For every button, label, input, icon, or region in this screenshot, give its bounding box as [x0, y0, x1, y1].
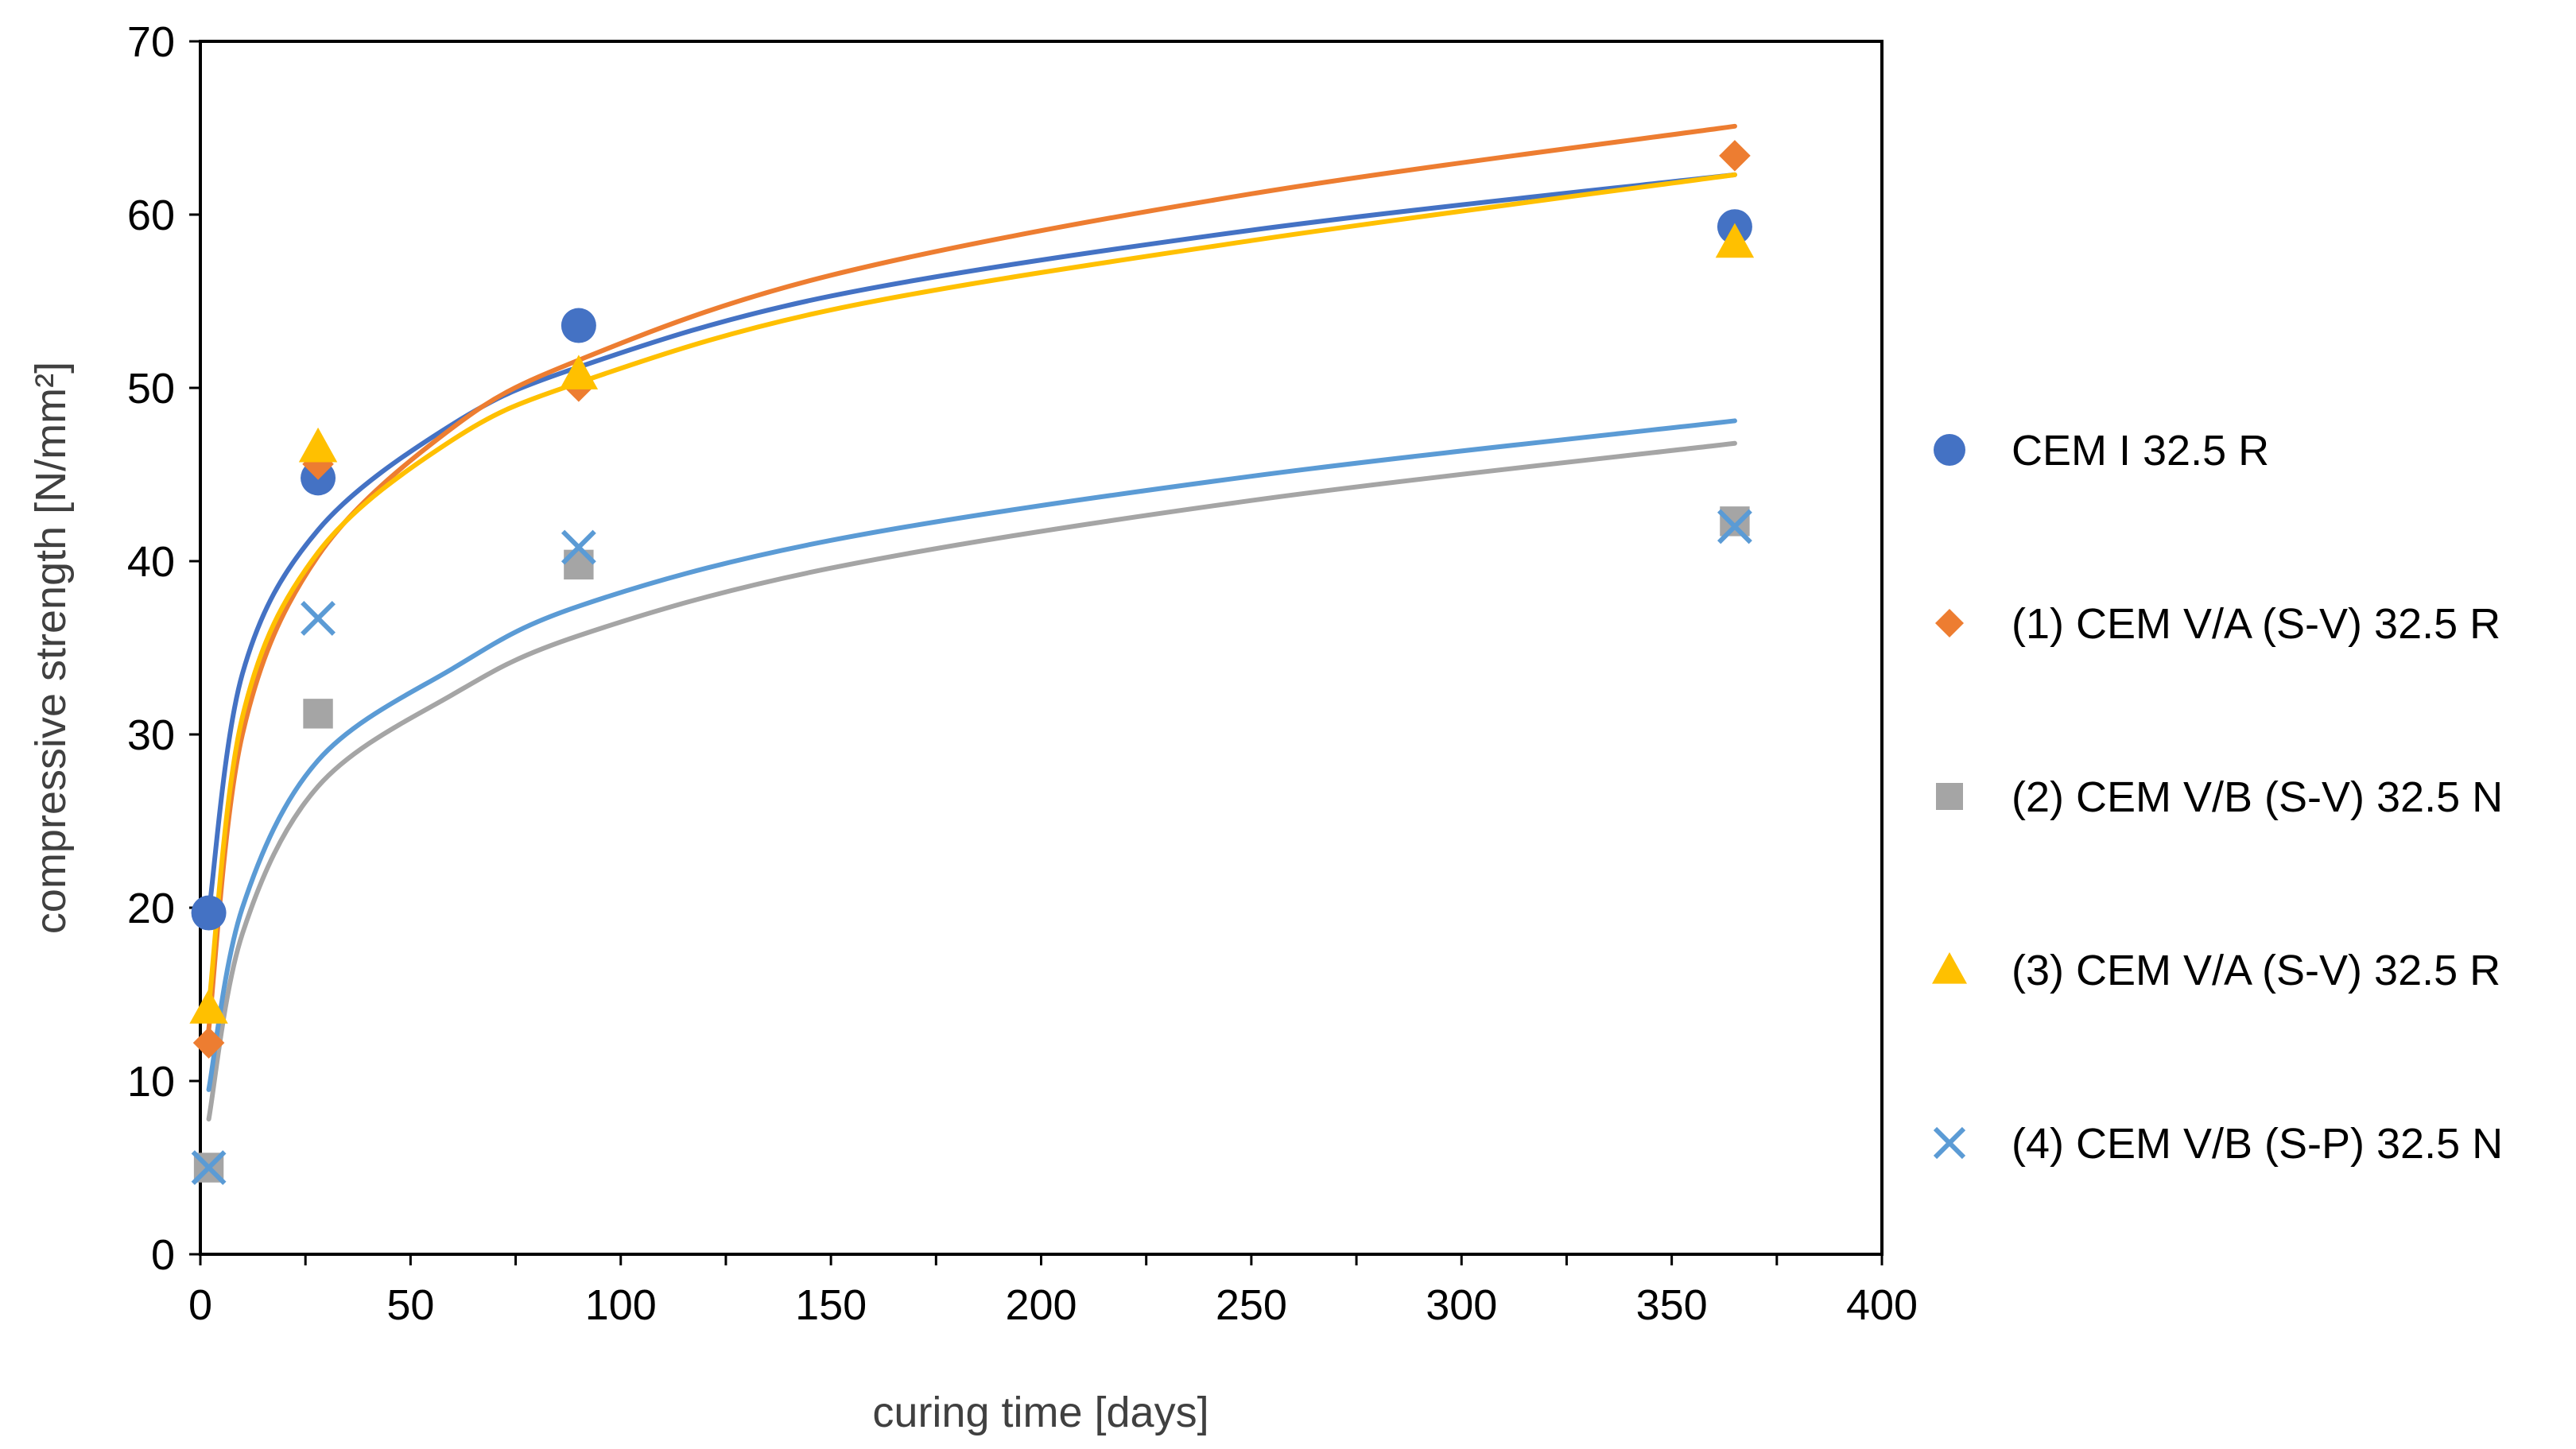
x-tick-label: 0	[188, 1281, 212, 1329]
y-axis-title: compressive strength [N/mm²]	[27, 362, 75, 934]
legend-label-series-2: (1) CEM V/A (S-V) 32.5 R	[2012, 600, 2500, 648]
x-tick-label: 100	[585, 1281, 657, 1329]
data-point-series-1	[191, 895, 227, 931]
legend-marker-series-3	[1936, 783, 1963, 810]
y-tick-label: 50	[127, 365, 175, 413]
trendline-series-1	[206, 172, 1737, 916]
y-tick-label: 30	[127, 711, 175, 759]
data-point-series-5	[561, 529, 596, 565]
x-tick-label: 200	[1005, 1281, 1077, 1329]
x-tick-label: 300	[1426, 1281, 1497, 1329]
data-point-series-5	[191, 1150, 227, 1185]
data-point-series-2	[1719, 140, 1751, 172]
legend-label-series-1: CEM I 32.5 R	[2012, 427, 2269, 475]
y-tick-label: 0	[151, 1231, 175, 1279]
data-point-series-5	[301, 601, 336, 636]
x-tick-label: 50	[386, 1281, 434, 1329]
data-point-series-5	[1717, 509, 1752, 544]
x-tick-label: 400	[1846, 1281, 1918, 1329]
x-tick-label: 250	[1216, 1281, 1287, 1329]
y-tick-label: 20	[127, 885, 175, 932]
axes: 0 50 100 150 200 250 300 350 400 0 10 20 30 40 50 60 70	[127, 18, 1918, 1329]
y-tick-label: 40	[127, 538, 175, 586]
trendline-series-5	[206, 418, 1737, 1092]
data-point-series-3	[564, 549, 594, 580]
data-point-series-3	[303, 699, 333, 729]
y-tick-label: 70	[127, 18, 175, 66]
data-point-series-4	[298, 427, 338, 463]
legend-marker-series-4	[1932, 952, 1967, 984]
legend-label-series-3: (2) CEM V/B (S-V) 32.5 N	[2012, 773, 2503, 821]
legend: CEM I 32.5 R (1) CEM V/A (S-V) 32.5 R (2) …	[1932, 427, 2503, 1168]
legend-marker-series-2	[1935, 609, 1964, 637]
plot-area	[199, 40, 1884, 1256]
data-point-series-4	[559, 355, 599, 389]
data-point-series-4	[189, 989, 228, 1024]
legend-marker-series-1	[1934, 434, 1965, 466]
data-point-series-4	[1715, 223, 1755, 258]
data-point-series-3	[1720, 506, 1750, 537]
legend-label-series-5: (4) CEM V/B (S-P) 32.5 N	[2012, 1120, 2503, 1168]
legend-marker-series-5	[1933, 1126, 1966, 1160]
y-tick-label: 60	[127, 192, 175, 239]
x-tick-label: 150	[795, 1281, 867, 1329]
data-point-series-1	[561, 308, 596, 343]
y-tick-label: 10	[127, 1058, 175, 1106]
data-point-series-2	[192, 1027, 225, 1059]
data-points	[189, 140, 1755, 1185]
x-axis-title: curing time [days]	[872, 1389, 1208, 1436]
x-tick-label: 350	[1636, 1281, 1708, 1329]
legend-label-series-4: (3) CEM V/A (S-V) 32.5 R	[2012, 947, 2500, 994]
trendline-series-3	[206, 440, 1737, 1122]
